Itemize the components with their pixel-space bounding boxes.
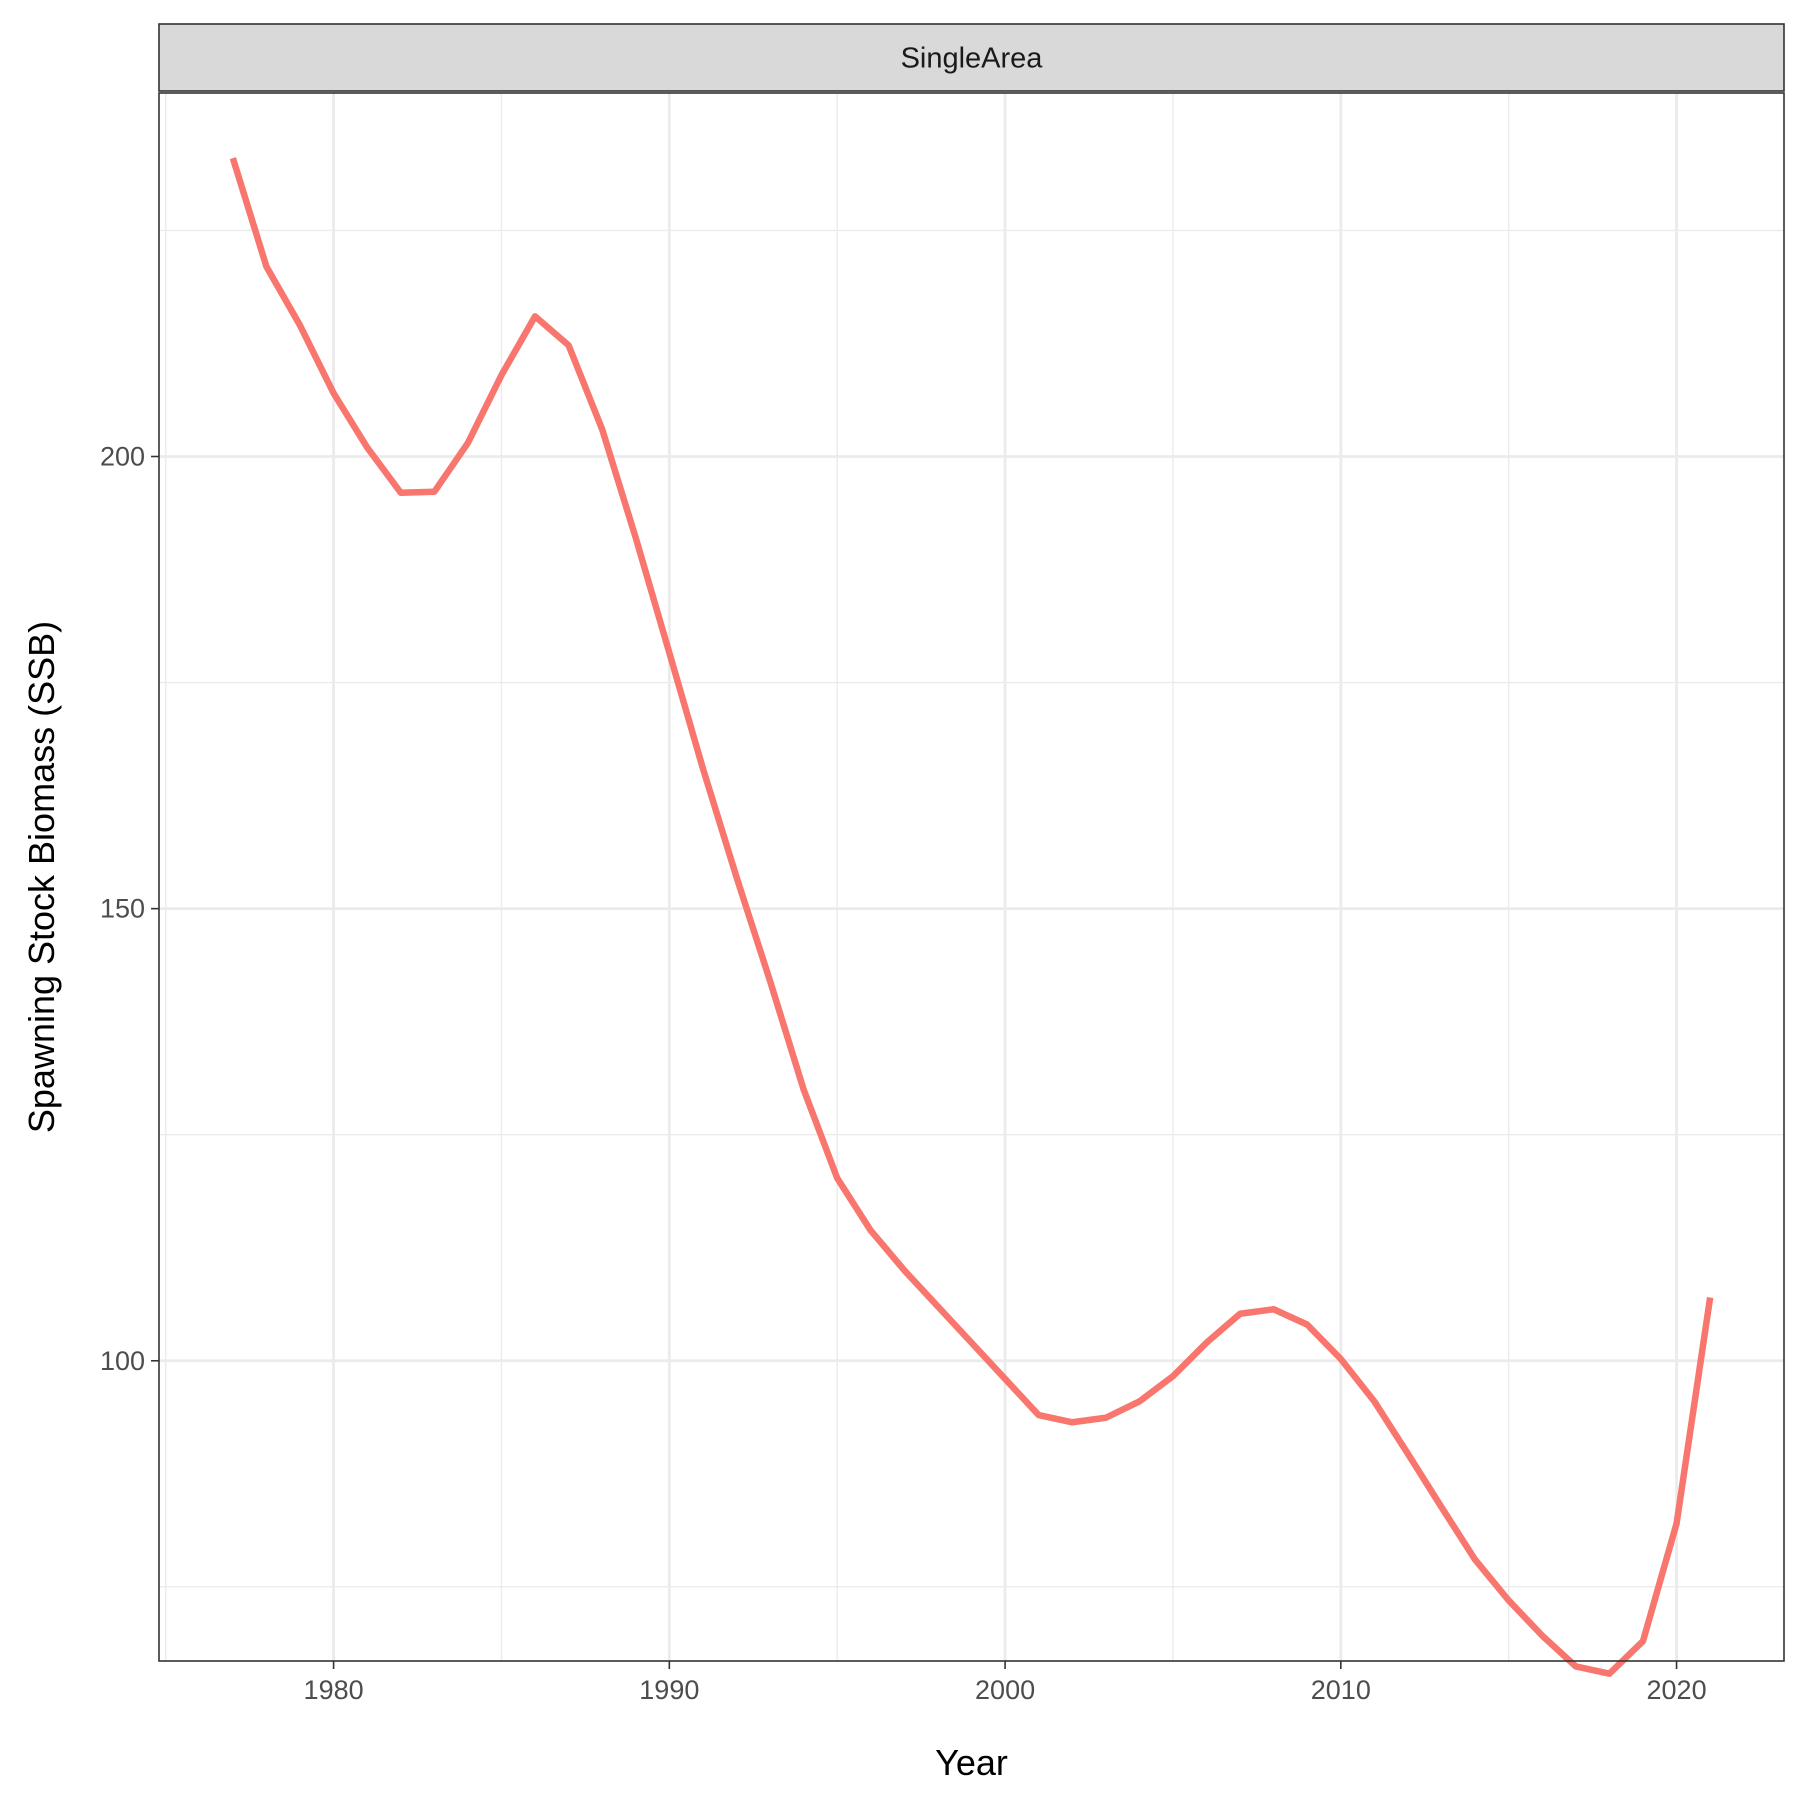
x-tick-label: 1980 <box>304 1675 364 1705</box>
panel-frame <box>158 92 1785 1662</box>
x-axis: 1980 1990 2000 2010 2020 <box>304 1661 1707 1705</box>
y-tick-label: 100 <box>100 1346 145 1376</box>
y-tick-label: 150 <box>100 894 145 924</box>
major-gridlines <box>159 93 1784 1661</box>
x-axis-title: Year <box>935 1742 1008 1783</box>
facet-strip-background <box>158 23 1785 92</box>
y-axis: 100 150 200 <box>100 442 159 1376</box>
panel-background <box>159 93 1784 1661</box>
ssb-series-line <box>229 157 1714 1677</box>
x-tick-label: 2000 <box>975 1675 1035 1705</box>
panel-border <box>158 92 1785 1662</box>
y-tick-label: 200 <box>100 442 145 472</box>
panel-rect <box>159 93 1784 1661</box>
facet-strip: SingleArea <box>158 23 1785 92</box>
x-tick-label: 2020 <box>1647 1675 1707 1705</box>
x-tick-label: 2010 <box>1311 1675 1371 1705</box>
x-tick-label: 1990 <box>639 1675 699 1705</box>
minor-gridlines <box>159 93 1784 1661</box>
series-layer <box>229 157 1714 1677</box>
facet-strip-label: SingleArea <box>901 43 1044 75</box>
y-axis-title: Spawning Stock Biomass (SSB) <box>21 621 62 1133</box>
